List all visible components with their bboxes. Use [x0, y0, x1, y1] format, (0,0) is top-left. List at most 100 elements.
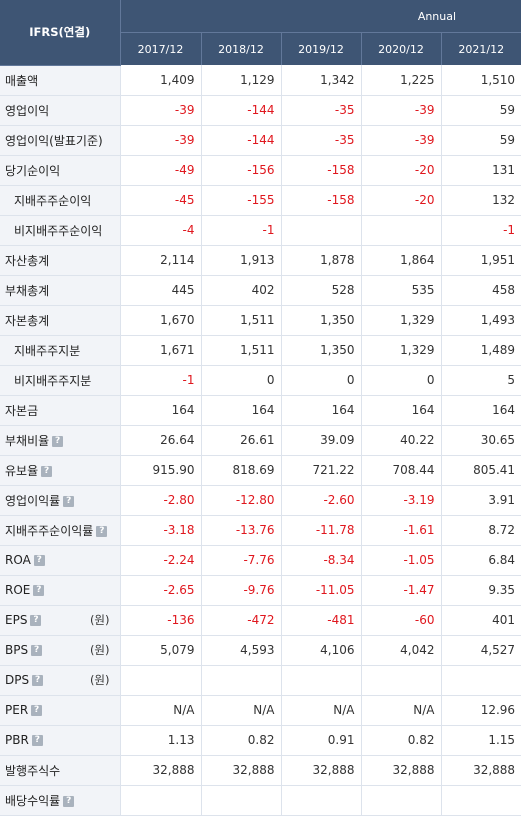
help-icon[interactable]: ? — [33, 555, 45, 566]
value-cell: -60 — [361, 605, 442, 636]
row-label: DPS — [5, 673, 30, 687]
table-row: 비지배주주순이익 -4 -1 -1 — [0, 215, 521, 246]
value-cell — [281, 785, 362, 816]
table-row: 자본총계 1,670 1,511 1,350 1,329 1,493 — [0, 305, 521, 336]
row-label: 발행주식수 — [5, 763, 61, 778]
value-cell: 59 — [441, 95, 521, 126]
value-cell: 4,106 — [281, 635, 362, 666]
row-label-cell: 부채비율? — [0, 425, 121, 456]
help-icon[interactable]: ? — [52, 435, 64, 447]
row-label: EPS — [5, 613, 28, 627]
value-cell: 2,114 — [120, 245, 202, 276]
row-label-cell: 영업이익(발표기준) — [0, 125, 121, 156]
value-cell: 32,888 — [361, 755, 442, 786]
value-cell: -8.34 — [281, 545, 362, 576]
help-icon[interactable]: ? — [96, 525, 108, 537]
help-icon[interactable]: ? — [31, 645, 43, 656]
value-cell: N/A — [201, 695, 282, 726]
unit-label: (원) — [89, 642, 110, 657]
table-row: BPS? (원) 5,079 4,593 4,106 4,042 4,527 — [0, 635, 521, 666]
row-label-cell: 영업이익 — [0, 95, 121, 126]
value-cell: 59 — [441, 125, 521, 156]
table-row: 매출액 1,409 1,129 1,342 1,225 1,510 — [0, 65, 521, 96]
value-cell — [201, 665, 282, 696]
row-label-cell: 비지배주주지분 — [0, 365, 121, 396]
table-row: 자산총계 2,114 1,913 1,878 1,864 1,951 — [0, 245, 521, 276]
value-cell: -11.78 — [281, 515, 362, 546]
help-icon[interactable]: ? — [32, 675, 44, 686]
table-row: 영업이익률? -2.80 -12.80 -2.60 -3.19 3.91 — [0, 485, 521, 516]
value-cell: -2.65 — [120, 575, 202, 606]
value-cell: -9.76 — [201, 575, 282, 606]
help-icon[interactable]: ? — [30, 615, 42, 626]
row-label: 영업이익률 — [5, 493, 61, 508]
value-cell: 39.09 — [281, 425, 362, 456]
value-cell: 708.44 — [361, 455, 442, 486]
value-cell: 0.82 — [201, 725, 282, 756]
value-cell: 401 — [441, 605, 521, 636]
value-cell: 30.65 — [441, 425, 521, 456]
help-icon[interactable]: ? — [31, 735, 43, 746]
value-cell: 1,511 — [201, 335, 282, 366]
row-label-cell: DPS? (원) — [0, 665, 121, 696]
value-cell: -49 — [120, 155, 202, 186]
row-label: 배당수익률 — [5, 793, 61, 808]
table-row: 부채비율? 26.64 26.61 39.09 40.22 30.65 — [0, 425, 521, 456]
row-label-cell: PBR? — [0, 725, 121, 756]
value-cell: 40.22 — [361, 425, 442, 456]
value-cell: 0.91 — [281, 725, 362, 756]
value-cell: 1,489 — [441, 335, 521, 366]
value-cell — [281, 665, 362, 696]
value-cell: -158 — [281, 185, 362, 216]
year-header: 2018/12 — [201, 32, 282, 65]
value-cell: -13.76 — [201, 515, 282, 546]
value-cell: -144 — [201, 95, 282, 126]
table-row: 당기순이익 -49 -156 -158 -20 131 — [0, 155, 521, 186]
value-cell: -481 — [281, 605, 362, 636]
value-cell: 0.82 — [361, 725, 442, 756]
value-cell: 4,593 — [201, 635, 282, 666]
value-cell: 5,079 — [120, 635, 202, 666]
help-icon[interactable]: ? — [33, 585, 45, 596]
value-cell: 3.91 — [441, 485, 521, 516]
value-cell: 4,527 — [441, 635, 521, 666]
value-cell: 535 — [361, 275, 442, 306]
value-cell — [281, 215, 362, 246]
value-cell: 12.96 — [441, 695, 521, 726]
value-cell: -156 — [201, 155, 282, 186]
row-label-cell: EPS? (원) — [0, 605, 121, 636]
row-label-cell: 당기순이익 — [0, 155, 121, 186]
period-group-header: Annual — [120, 0, 521, 33]
help-icon[interactable]: ? — [41, 465, 53, 477]
value-cell — [361, 215, 442, 246]
year-header: 2017/12 — [120, 32, 202, 65]
row-label-cell: 매출액 — [0, 65, 121, 96]
value-cell: 445 — [120, 275, 202, 306]
row-label-cell: 부채총계 — [0, 275, 121, 306]
value-cell: -4 — [120, 215, 202, 246]
row-label: 지배주주순이익률 — [5, 523, 94, 538]
value-cell — [361, 665, 442, 696]
value-cell: 721.22 — [281, 455, 362, 486]
help-icon[interactable]: ? — [31, 705, 43, 716]
value-cell: 1,342 — [281, 65, 362, 96]
row-label: 당기순이익 — [5, 163, 61, 178]
row-label: 비지배주주순이익 — [14, 223, 103, 238]
value-cell: -2.80 — [120, 485, 202, 516]
row-label: 부채총계 — [5, 283, 50, 298]
help-icon[interactable]: ? — [63, 495, 75, 507]
value-cell: -1 — [201, 215, 282, 246]
value-cell: -1.05 — [361, 545, 442, 576]
value-cell: 1,951 — [441, 245, 521, 276]
row-label: 자본총계 — [5, 313, 50, 328]
value-cell: 164 — [441, 395, 521, 426]
value-cell: 4,042 — [361, 635, 442, 666]
value-cell — [120, 665, 202, 696]
row-label-cell: 배당수익률? — [0, 785, 121, 816]
help-icon[interactable]: ? — [63, 795, 75, 807]
value-cell: 0 — [361, 365, 442, 396]
row-label: 비지배주주지분 — [14, 373, 92, 388]
table-row: 유보율? 915.90 818.69 721.22 708.44 805.41 — [0, 455, 521, 486]
row-label-cell: ROA? — [0, 545, 121, 576]
